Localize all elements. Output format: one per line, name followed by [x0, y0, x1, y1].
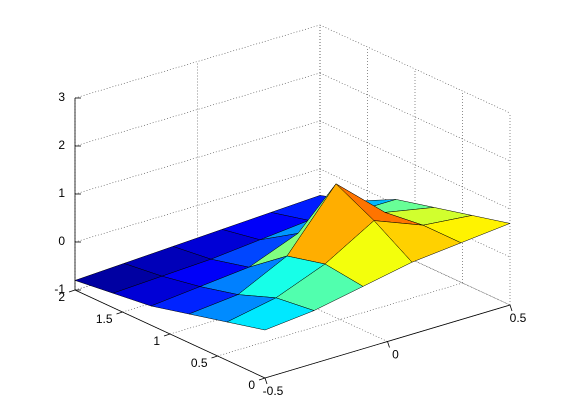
grid-line	[319, 120, 511, 210]
tick-mark	[258, 377, 266, 381]
tick-mark	[163, 333, 171, 337]
z-tick-label: 1	[58, 186, 65, 200]
tick-mark	[387, 341, 390, 348]
tick-mark	[116, 311, 123, 315]
tick-mark	[264, 377, 268, 385]
y-tick-label: 1	[153, 334, 160, 348]
grid-line	[74, 120, 321, 195]
grid-line	[74, 24, 321, 99]
x-tick-label: 0	[392, 348, 399, 362]
y-tick-label: 0	[248, 378, 255, 392]
grid-line	[74, 72, 321, 147]
grid-line	[74, 168, 321, 243]
z-tick-label: 3	[58, 90, 65, 104]
grid-line	[319, 216, 511, 306]
x-tick-label: 0.5	[510, 311, 527, 325]
y-tick-label: 0.5	[191, 356, 208, 370]
tick-mark	[211, 355, 218, 359]
tick-mark	[509, 304, 513, 312]
z-tick-label: -1	[54, 282, 65, 296]
y-tick-label: 2	[58, 290, 65, 304]
x-tick-label: -0.5	[263, 384, 284, 398]
z-tick-label: 2	[58, 138, 65, 152]
tick-mark	[68, 289, 76, 293]
y-tick-label: 1.5	[96, 312, 113, 326]
z-tick-label: 0	[58, 234, 65, 248]
grid-line	[319, 168, 511, 258]
surface-face	[226, 297, 315, 331]
grid-line	[319, 72, 511, 162]
grid-line	[217, 282, 463, 357]
grid-line	[319, 24, 511, 114]
